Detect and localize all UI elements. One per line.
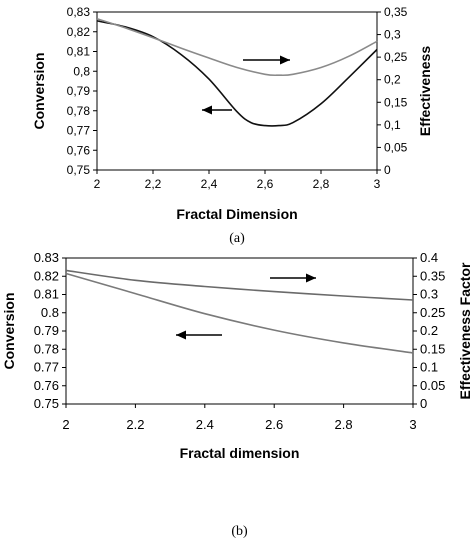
- y2-tick-label: 0.2: [420, 323, 438, 338]
- plot-area: [65, 257, 414, 405]
- x-tick-label: 2,8: [313, 177, 330, 191]
- x-tick-label: 2.4: [196, 417, 214, 432]
- y-tick-label: 0,8: [73, 64, 90, 78]
- y-tick-label: 0.83: [34, 250, 59, 265]
- x-tick-label: 2: [94, 177, 101, 191]
- arrow-right-icon: [243, 55, 290, 65]
- x-tick-label: 3: [409, 417, 416, 432]
- y-axis-label: Conversion: [1, 292, 17, 369]
- chart-panel-b: 2 2.2 2.4 2.6 2.8 3 0.75 0.76 0.77 0.78 0.79 0.8 0.8…: [1, 250, 473, 539]
- y2-tick-label: 0,15: [384, 95, 408, 109]
- y2-tick-label: 0.05: [420, 378, 445, 393]
- y2-tick-label: 0.3: [420, 287, 438, 302]
- y-tick-label: 0,76: [67, 143, 91, 157]
- y2-axis-label: Effectiveness: [417, 46, 433, 136]
- y2-tick-label: 0,3: [384, 28, 401, 42]
- arrow-left-icon: [176, 330, 222, 340]
- y-tick-label: 0.76: [34, 378, 59, 393]
- series-line-effectiveness: [96, 18, 378, 77]
- y2-tick-label: 0.15: [420, 341, 445, 356]
- y-tick-label: 0.82: [34, 268, 59, 283]
- y2-axis-label: Effectiveness Factor: [457, 262, 473, 399]
- y2-tick-label: 0.1: [420, 360, 438, 375]
- x-tick-label: 2.2: [126, 417, 144, 432]
- x-tick-label: 2.8: [335, 417, 353, 432]
- x-tick-label: 3: [374, 177, 381, 191]
- chart-panel-a: 2 2,2 2,4 2,6 2,8 3 0,75 0,76 0,77 0,78 0,79 0,8 0,8…: [31, 5, 433, 246]
- y-tick-label: 0,78: [67, 104, 91, 118]
- y2-tick-label: 0,1: [384, 118, 401, 132]
- y-tick-label: 0.75: [34, 396, 59, 411]
- x-tick-label: 2,4: [201, 177, 218, 191]
- x-tick-label: 2: [62, 417, 69, 432]
- y2-tick-label: 0,25: [384, 50, 408, 64]
- y2-tick-label: 0,2: [384, 73, 401, 87]
- y2-tick-label: 0.35: [420, 268, 445, 283]
- x-axis-label: Fractal dimension: [180, 445, 300, 461]
- y2-tick-label: 0,35: [384, 5, 408, 19]
- x-axis-label: Fractal Dimension: [176, 206, 297, 222]
- y-axis-label: Conversion: [31, 52, 47, 129]
- y-tick-label: 0.77: [34, 360, 59, 375]
- series-line-conversion: [96, 20, 378, 127]
- y-tick-label: 0.78: [34, 341, 59, 356]
- y-tick-label: 0,77: [67, 124, 91, 138]
- y-tick-label: 0,83: [67, 5, 91, 19]
- arrow-left-icon: [202, 105, 232, 115]
- y2-tick-label: 0: [420, 396, 427, 411]
- y-tick-label: 0.79: [34, 323, 59, 338]
- y2-tick-label: 0.25: [420, 305, 445, 320]
- y-tick-label: 0,82: [67, 25, 91, 39]
- series-line-effectiveness: [65, 269, 414, 301]
- x-tick-label: 2.6: [265, 417, 283, 432]
- arrow-right-icon: [270, 273, 316, 283]
- y2-tick-label: 0,05: [384, 140, 408, 154]
- y-tick-label: 0.8: [41, 305, 59, 320]
- y2-tick-label: 0: [384, 163, 391, 177]
- y-tick-label: 0,75: [67, 163, 91, 177]
- x-tick-label: 2,6: [257, 177, 274, 191]
- y2-tick-label: 0.4: [420, 250, 438, 265]
- y-tick-label: 0.81: [34, 287, 59, 302]
- panel-label: (a): [229, 231, 245, 246]
- y-tick-label: 0,81: [67, 45, 91, 59]
- panel-label: (b): [231, 524, 248, 539]
- y-tick-label: 0,79: [67, 84, 91, 98]
- x-tick-label: 2,2: [145, 177, 162, 191]
- series-line-conversion: [65, 272, 414, 354]
